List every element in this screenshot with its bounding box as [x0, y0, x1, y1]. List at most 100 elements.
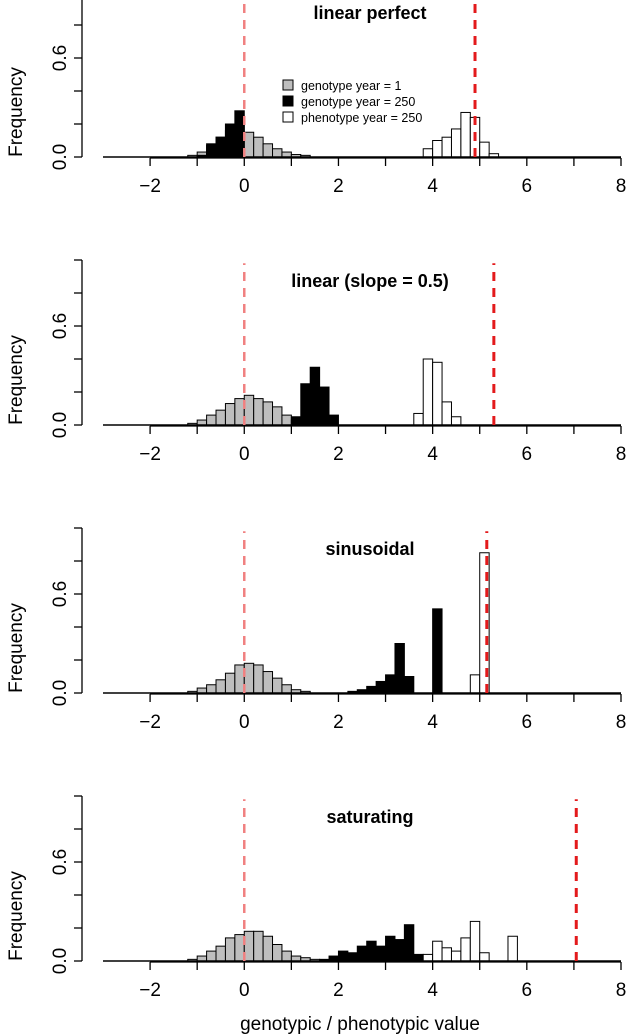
y-axis-label: Frequency	[6, 871, 27, 961]
histogram-grey-bar	[253, 136, 264, 158]
y-axis-label: Frequency	[6, 67, 27, 157]
panel-title: linear perfect	[313, 3, 426, 23]
histogram-black-bar	[356, 945, 368, 962]
histogram-panel: sinusoidal Frequency 0.0 0.6 −2 0 2 4 6 8	[6, 527, 626, 733]
histogram-white-bar	[413, 412, 424, 426]
histogram-grey-bar	[243, 662, 255, 694]
histogram-grey-bar	[224, 403, 236, 426]
x-tick-label: 4	[427, 980, 438, 1001]
histogram-white-bar	[432, 940, 443, 962]
x-tick-label: 8	[616, 980, 627, 1001]
histogram-black-bar	[309, 366, 321, 426]
x-tick-label: 0	[239, 176, 250, 197]
histogram-black-bar	[394, 939, 405, 962]
histogram-grey-bar	[262, 143, 274, 158]
histogram-grey-bar	[272, 944, 283, 962]
histogram-white-bar	[432, 361, 443, 426]
x-tick-label: 6	[522, 444, 533, 465]
histogram-grey-bar	[206, 950, 217, 962]
y-tick-label: 0.0	[50, 680, 71, 706]
histogram-grey-bar	[281, 414, 292, 426]
histogram-white-bar	[422, 148, 434, 158]
panel-title: linear (slope = 0.5)	[291, 271, 449, 291]
histogram-black-bar	[403, 676, 415, 694]
x-tick-label: 0	[239, 712, 250, 733]
legend-label: genotype year = 1	[301, 79, 401, 93]
histogram-black-bar	[432, 608, 443, 694]
y-tick-label: 0.0	[50, 144, 71, 170]
histogram-grey-bar	[234, 664, 245, 694]
y-tick-label: 0.6	[50, 45, 71, 71]
x-tick-label: 6	[522, 712, 533, 733]
histogram-grey-bar	[281, 684, 292, 694]
histogram-black-bar	[347, 952, 358, 962]
histogram-white-bar	[441, 136, 452, 158]
y-tick-label: 0.0	[50, 412, 71, 438]
histogram-black-bar	[215, 136, 226, 158]
legend: genotype year = 1 genotype year = 250 phen…	[282, 79, 422, 125]
histogram-white-bar	[432, 140, 443, 158]
histogram-black-bar	[413, 953, 424, 962]
histogram-black-bar	[290, 416, 302, 426]
legend-swatch	[282, 79, 294, 91]
histogram-white-bar	[450, 950, 462, 962]
histogram-grey-bar	[234, 934, 245, 962]
histogram-grey-bar	[224, 937, 236, 962]
x-tick-label: 2	[333, 980, 344, 1001]
histogram-grey-bar	[234, 398, 245, 426]
histogram-grey-bar	[224, 672, 236, 694]
x-tick-label: 6	[522, 176, 533, 197]
x-tick-label: −2	[139, 712, 161, 733]
histogram-white-bar	[422, 953, 434, 962]
x-tick-label: 8	[616, 176, 627, 197]
histogram-grey-bar	[253, 398, 264, 426]
histogram-grey-bar	[262, 671, 274, 694]
histogram-grey-bar	[272, 677, 283, 694]
x-tick-label: 8	[616, 444, 627, 465]
histogram-black-bar	[337, 950, 349, 962]
histogram-white-bar	[441, 401, 452, 426]
histogram-grey-bar	[253, 664, 264, 694]
x-tick-label: −2	[139, 980, 161, 1001]
y-axis-label: Frequency	[6, 603, 27, 693]
histogram-panel: linear perfect Frequency 0.0 0.6 −2 0 2 4 6 8 geno…	[6, 0, 626, 197]
histogram-grey-bar	[215, 409, 226, 426]
legend-label: genotype year = 250	[301, 95, 415, 109]
x-tick-label: 4	[427, 176, 438, 197]
x-tick-label: 6	[522, 980, 533, 1001]
histogram-black-bar	[375, 680, 387, 694]
histogram-black-bar	[366, 940, 377, 962]
x-tick-label: 2	[333, 712, 344, 733]
histogram-grey-bar	[215, 945, 226, 962]
histogram-black-bar	[206, 143, 217, 158]
histogram-white-bar	[460, 111, 471, 158]
x-tick-label: −2	[139, 176, 161, 197]
y-tick-label: 0.0	[50, 948, 71, 974]
histogram-panel: linear (slope = 0.5) Frequency 0.0 0.6 −2 0 2 4…	[6, 259, 627, 465]
histogram-white-bar	[450, 416, 462, 426]
histogram-grey-bar	[272, 406, 283, 426]
y-tick-label: 0.6	[50, 313, 71, 339]
histogram-white-bar	[460, 937, 471, 962]
x-tick-label: −2	[139, 444, 161, 465]
histogram-grey-bar	[272, 148, 283, 158]
histogram-white-bar	[469, 674, 481, 694]
histogram-white-bar	[441, 947, 452, 962]
histogram-panel: saturating Frequency 0.0 0.6 −2 0 2 4 6 8	[6, 795, 627, 1001]
histogram-black-bar	[224, 123, 236, 158]
histogram-white-bar	[479, 952, 490, 962]
histogram-white-bar	[450, 128, 462, 158]
y-tick-label: 0.6	[50, 849, 71, 875]
histogram-black-bar	[375, 945, 387, 962]
histogram-white-bar	[469, 920, 481, 962]
histogram-grey-bar	[206, 684, 217, 694]
histogram-black-bar	[385, 935, 396, 962]
x-tick-label: 0	[239, 444, 250, 465]
histogram-black-bar	[403, 924, 415, 962]
histogram-grey-bar	[243, 394, 255, 426]
histogram-grey-bar	[262, 935, 274, 962]
x-tick-label: 0	[239, 980, 250, 1001]
x-axis-label: genotypic / phenotypic value	[240, 1014, 480, 1035]
histogram-grey-bar	[215, 679, 226, 694]
